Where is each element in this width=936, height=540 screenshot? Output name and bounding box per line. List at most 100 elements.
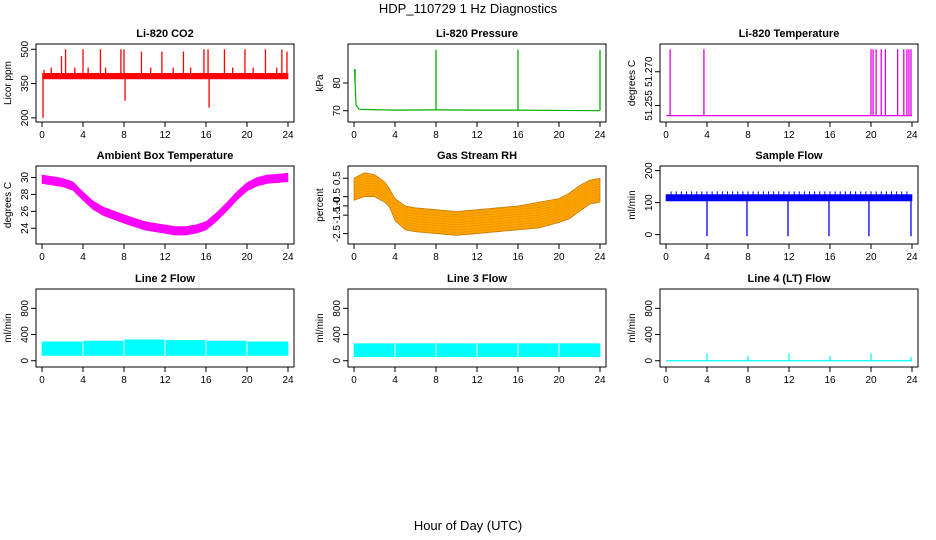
plot-area-sample-flow: [665, 191, 913, 237]
x-tick-label: 16: [824, 375, 836, 386]
figure-title: HDP_110729 1 Hz Diagnostics: [378, 1, 558, 16]
y-axis-label: ml/min: [315, 313, 326, 342]
x-tick-label: 16: [200, 375, 212, 386]
y-tick-label: 0: [332, 358, 343, 364]
chart-ambient-box-temperature: 0 4 8 12 16 20 24 24 26 28 30 degrees C Ambient Box …: [3, 150, 295, 263]
x-tick-label: 12: [471, 130, 483, 141]
y-axis-label: Licor ppm: [3, 61, 14, 105]
y-tick-label: 70: [332, 105, 343, 117]
x-tick-label: 0: [663, 252, 669, 263]
x-tick-label: 12: [783, 130, 795, 141]
chart-line-2-flow: 0 4 8 12 16 20 24 0 400 800 ml/min Line 2 Flow: [3, 273, 295, 386]
x-tick-label: 8: [121, 130, 127, 141]
x-tick-label: 0: [39, 130, 45, 141]
x-tick-label: 8: [433, 130, 439, 141]
x-tick-label: 24: [282, 252, 294, 263]
x-tick-label: 12: [471, 252, 483, 263]
x-tick-label: 16: [824, 252, 836, 263]
x-tick-label: 4: [392, 130, 398, 141]
series-band: [42, 72, 289, 80]
x-tick-label: 12: [159, 130, 171, 141]
plot-area-line-2-flow: [41, 289, 289, 367]
chart-title: Li-820 CO2: [136, 28, 193, 40]
x-tick-label: 4: [392, 375, 398, 386]
x-tick-label: 16: [512, 375, 524, 386]
chart-line-3-flow: 0 4 8 12 16 20 24 0 400 800 ml/min Line 3 Flow: [315, 273, 607, 386]
y-axis-label: ml/min: [3, 313, 14, 342]
series-band: [41, 172, 289, 236]
x-tick-label: 20: [865, 375, 877, 386]
x-tick-label: 16: [200, 252, 212, 263]
x-tick-label: 16: [512, 130, 524, 141]
y-tick-label: 800: [20, 300, 31, 317]
y-tick-label: 800: [644, 300, 655, 317]
x-tick-label: 4: [392, 252, 398, 263]
x-tick-label: 20: [553, 130, 565, 141]
x-tick-label: 8: [433, 375, 439, 386]
x-tick-label: 4: [704, 130, 710, 141]
x-tick-label: 24: [594, 375, 606, 386]
x-tick-label: 12: [471, 375, 483, 386]
plot-area-li-820-co2: [42, 49, 289, 118]
x-tick-label: 24: [906, 252, 918, 263]
y-tick-label: 30: [20, 171, 31, 183]
chart-title: Line 3 Flow: [447, 273, 507, 285]
chart-title: Line 2 Flow: [135, 273, 195, 285]
y-tick-label: 100: [644, 194, 655, 211]
x-tick-label: 0: [351, 375, 357, 386]
y-tick-label: 0: [644, 358, 655, 364]
y-tick-label: 200: [644, 162, 655, 179]
x-tick-label: 8: [745, 375, 751, 386]
x-tick-label: 0: [663, 375, 669, 386]
x-tick-label: 12: [159, 252, 171, 263]
x-tick-label: 12: [159, 375, 171, 386]
y-axis-label: degrees C: [627, 60, 638, 106]
y-tick-label: 0: [20, 358, 31, 364]
y-tick-label: -1.5: [332, 206, 343, 224]
y-tick-label: 200: [20, 109, 31, 126]
x-tick-label: 8: [121, 375, 127, 386]
plot-area-li-820-temperature: [666, 49, 912, 117]
plot-area-line-3-flow: [353, 289, 601, 367]
plot-area-li-820-pressure: [353, 49, 601, 112]
chart-title: Line 4 (LT) Flow: [748, 273, 831, 285]
y-tick-label: 51.270: [644, 56, 655, 87]
y-tick-label: -2.5: [332, 225, 343, 243]
x-tick-label: 4: [80, 252, 86, 263]
chart-title: Gas Stream RH: [437, 150, 517, 162]
x-tick-label: 24: [282, 375, 294, 386]
plot-area-line-4-lt-flow: [666, 353, 912, 362]
x-tick-label: 24: [282, 130, 294, 141]
x-tick-label: 0: [663, 130, 669, 141]
x-tick-label: 16: [200, 130, 212, 141]
y-tick-label: 28: [20, 188, 31, 200]
y-axis-label: kPa: [315, 74, 326, 92]
y-axis-label: degrees C: [3, 182, 14, 228]
y-tick-label: 0: [644, 231, 655, 237]
x-tick-label: 8: [433, 252, 439, 263]
x-tick-label: 24: [594, 252, 606, 263]
x-tick-label: 20: [865, 252, 877, 263]
x-tick-label: 8: [121, 252, 127, 263]
x-tick-label: 20: [553, 252, 565, 263]
plot-frame: [35, 43, 295, 123]
y-tick-label: 500: [20, 41, 31, 58]
chart-sample-flow: 0 4 8 12 16 20 24 0 100 200 ml/min Sample Flow: [627, 150, 919, 263]
y-tick-label: -1.0: [332, 197, 343, 215]
x-tick-label: 20: [553, 375, 565, 386]
x-tick-label: 0: [39, 252, 45, 263]
y-tick-label: 400: [20, 326, 31, 343]
chart-title: Sample Flow: [755, 150, 823, 162]
x-tick-label: 8: [745, 130, 751, 141]
x-tick-label: 0: [351, 130, 357, 141]
x-tick-label: 12: [783, 375, 795, 386]
y-tick-label: 0.5: [332, 171, 343, 185]
chart-li-820-co2: 0 4 8 12 16 20 24 200 350 500 Licor ppm Li-820 CO2: [3, 28, 295, 141]
x-tick-label: 4: [704, 375, 710, 386]
x-tick-label: 24: [906, 375, 918, 386]
y-tick-label: 350: [20, 75, 31, 92]
y-tick-label: 400: [332, 326, 343, 343]
x-tick-label: 4: [80, 375, 86, 386]
y-tick-label: 24: [20, 222, 31, 234]
plot-frame: [659, 165, 919, 245]
